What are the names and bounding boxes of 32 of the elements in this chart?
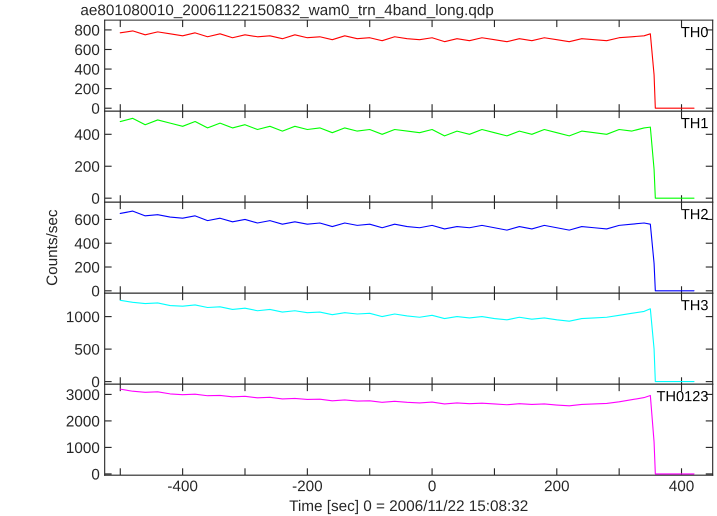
- y-tick-label: 0: [92, 286, 100, 296]
- x-axis-title: Time [sec] 0 = 2006/11/22 15:08:32: [290, 500, 528, 514]
- y-tick-label: 400: [74, 238, 100, 249]
- y-tick-label: 600: [75, 214, 100, 226]
- y-tick-label: 200: [75, 262, 100, 273]
- y-tick-label: 600: [75, 44, 100, 56]
- x-tick-label: 200: [544, 480, 569, 492]
- x-tick-label: -400: [168, 480, 198, 492]
- text: TH3: [681, 300, 708, 310]
- y-tick-label: 0: [92, 376, 100, 388]
- y-tick-label: 0: [92, 103, 100, 114]
- y-axis-title: Counts/sec: [46, 210, 58, 286]
- text: TH2: [681, 208, 708, 220]
- y-tick-label: 400: [74, 129, 100, 140]
- chart-title: ae801080010_20061122150832_wam0_trn_4band_long.qdp: [81, 4, 494, 18]
- x-tick-label: -200: [292, 480, 322, 492]
- y-tick-label: 500: [74, 344, 100, 355]
- y-tick-label: 0: [92, 193, 100, 204]
- x-tick-label: 0: [428, 480, 436, 492]
- y-tick-label: 1000: [67, 442, 100, 454]
- y-tick-label: 400: [74, 64, 100, 75]
- series-label: TH0123: [656, 390, 708, 402]
- y-tick-label: 3000: [66, 389, 100, 400]
- y-tick-label: 2000: [66, 416, 100, 427]
- y-tick-label: 800: [74, 24, 100, 36]
- y-tick-label: 200: [75, 161, 100, 172]
- y-tick-label: 200: [75, 84, 100, 94]
- text: TH1: [681, 118, 708, 128]
- y-tick-label: 1000: [67, 311, 100, 322]
- x-tick-label: 400: [669, 480, 694, 492]
- y-tick-label: 0: [92, 468, 100, 480]
- text: TH0: [681, 26, 708, 38]
